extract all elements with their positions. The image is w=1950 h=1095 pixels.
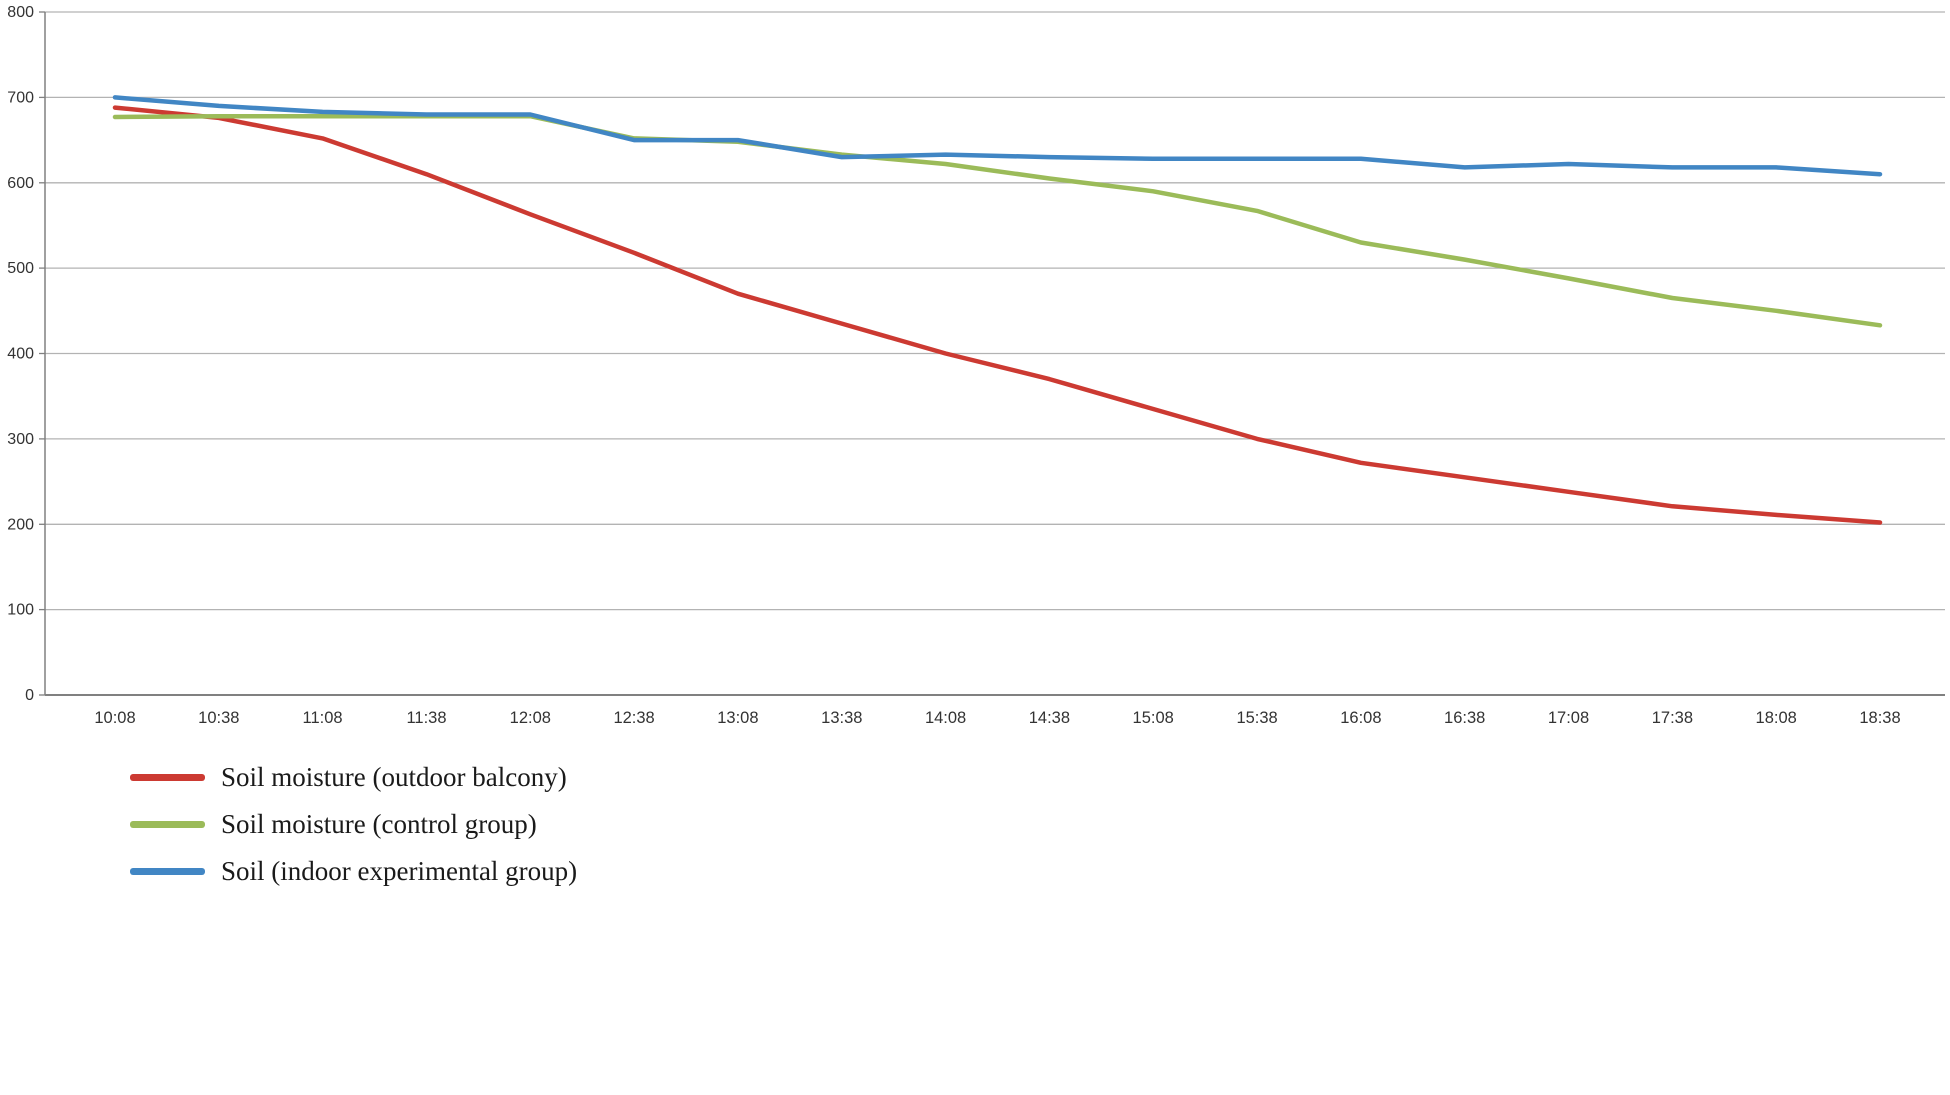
svg-text:11:38: 11:38 — [406, 709, 446, 727]
svg-text:13:38: 13:38 — [821, 709, 862, 727]
svg-text:600: 600 — [7, 175, 34, 192]
svg-text:17:08: 17:08 — [1548, 709, 1589, 727]
soil-moisture-line-chart: 0 100 200 300 400 500 600 700 800 10:08 10:38 11:08… — [7, 4, 1945, 727]
legend-line-swatch-green — [130, 820, 205, 828]
svg-text:100: 100 — [7, 602, 34, 619]
svg-text:700: 700 — [7, 89, 34, 106]
legend-item-control-group: Soil moisture (control group) — [130, 805, 577, 843]
legend: Soil moisture (outdoor balcony) Soil moi… — [130, 758, 577, 890]
svg-text:200: 200 — [7, 516, 34, 533]
legend-item-outdoor-balcony: Soil moisture (outdoor balcony) — [130, 758, 577, 796]
svg-text:800: 800 — [7, 4, 34, 21]
svg-text:14:08: 14:08 — [925, 709, 966, 727]
svg-text:12:08: 12:08 — [510, 709, 551, 727]
svg-text:10:38: 10:38 — [198, 709, 239, 727]
svg-text:13:08: 13:08 — [717, 709, 758, 727]
legend-label: Soil moisture (outdoor balcony) — [221, 761, 567, 792]
legend-line-swatch-red — [130, 773, 205, 781]
svg-text:18:08: 18:08 — [1756, 709, 1797, 727]
svg-text:17:38: 17:38 — [1652, 709, 1693, 727]
legend-line-swatch-blue — [130, 867, 205, 875]
svg-text:11:08: 11:08 — [303, 709, 343, 727]
svg-text:500: 500 — [7, 260, 34, 277]
svg-text:18:38: 18:38 — [1859, 709, 1900, 727]
svg-text:10:08: 10:08 — [94, 709, 135, 727]
svg-text:12:38: 12:38 — [613, 709, 654, 727]
svg-text:16:38: 16:38 — [1444, 709, 1485, 727]
svg-text:14:38: 14:38 — [1029, 709, 1070, 727]
legend-item-indoor-experimental: Soil (indoor experimental group) — [130, 852, 577, 890]
svg-text:400: 400 — [7, 346, 34, 363]
svg-text:15:08: 15:08 — [1133, 709, 1174, 727]
svg-text:15:38: 15:38 — [1236, 709, 1277, 727]
svg-text:0: 0 — [25, 687, 34, 704]
svg-text:16:08: 16:08 — [1340, 709, 1381, 727]
svg-text:300: 300 — [7, 431, 34, 448]
legend-label: Soil moisture (control group) — [221, 808, 537, 839]
chart-area: 0 100 200 300 400 500 600 700 800 10:08 10:38 11:08… — [7, 4, 1945, 727]
legend-label: Soil (indoor experimental group) — [221, 855, 578, 886]
